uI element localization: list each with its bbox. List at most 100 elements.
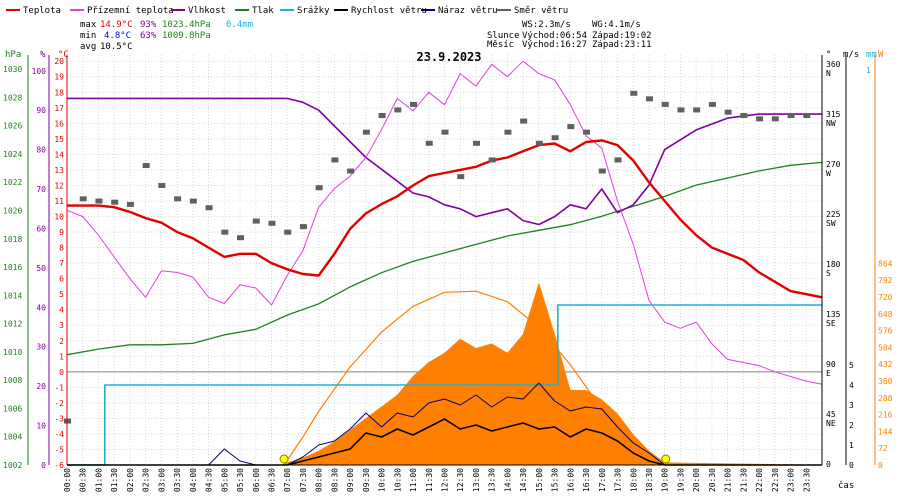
tick-label-hpa: 1024 <box>3 150 22 159</box>
tick-label-ms: 4 <box>849 381 854 390</box>
wind-direction-mark <box>410 101 418 107</box>
tick-label-ms: 3 <box>849 401 854 410</box>
tick-label-ms: 1 <box>849 441 854 450</box>
tick-label-celsius: 18 <box>54 88 64 97</box>
legend-label-prizemni: Přízemní teplota <box>87 6 174 16</box>
tick-labels: 1030102810261024102210201018101610141012… <box>3 57 893 492</box>
axes <box>27 55 876 466</box>
tick-label-time: 11:30 <box>425 468 434 492</box>
tick-label-celsius: 17 <box>54 104 64 113</box>
wind-direction-mark <box>551 135 559 141</box>
tick-label-direction-degree: 225 <box>826 210 841 219</box>
tick-label-mm: 1 <box>866 66 871 75</box>
tick-label-hpa: 1004 <box>3 433 22 442</box>
tick-label-time: 19:30 <box>676 468 685 492</box>
wind-direction-mark <box>457 174 465 180</box>
series-lines <box>66 60 823 466</box>
tick-label-percent: 50 <box>36 264 46 273</box>
tick-label-percent: 70 <box>36 185 46 194</box>
wind-direction-mark <box>630 90 638 96</box>
wind-direction-mark <box>158 183 166 188</box>
tick-label-hpa: 1016 <box>3 263 22 272</box>
tick-label-time: 21:30 <box>739 468 748 492</box>
tick-label-time: 21:00 <box>724 468 733 492</box>
tick-label-hpa: 1028 <box>3 93 22 102</box>
chart-title: 23.9.2023 <box>416 50 481 64</box>
tick-label-time: 13:00 <box>472 468 481 492</box>
tick-label-solar: 144 <box>878 427 893 436</box>
tick-label-solar: 504 <box>878 343 893 352</box>
sun-label: Slunce <box>487 31 520 41</box>
legend-label-teplota: Teplota <box>23 6 61 16</box>
legend-label-vlhkost: Vlhkost <box>188 6 226 16</box>
wind-direction-mark <box>614 157 622 163</box>
tick-label-celsius: 20 <box>54 57 64 66</box>
tick-label-celsius: 0 <box>59 368 64 377</box>
tick-label-time: 12:30 <box>456 468 465 492</box>
tick-label-celsius: -2 <box>54 399 64 408</box>
stats-min-temp: 4.8°C <box>104 31 131 41</box>
tick-label-time: 07:30 <box>299 468 308 492</box>
tick-label-time: 19:00 <box>661 468 670 492</box>
tick-label-time: 13:30 <box>488 468 497 492</box>
tick-label-time: 20:00 <box>692 468 701 492</box>
wind-direction-mark <box>771 116 779 122</box>
tick-label-time: 02:00 <box>126 468 135 492</box>
tick-label-time: 17:00 <box>598 468 607 492</box>
wind-direction-mark <box>645 96 653 102</box>
legend-label-tlak: Tlak <box>252 6 274 16</box>
tick-label-time: 22:30 <box>771 468 780 492</box>
wind-direction-mark <box>693 107 701 113</box>
wind-direction-mark <box>583 129 591 135</box>
tick-label-percent: 0 <box>41 461 46 470</box>
tick-label-celsius: 10 <box>54 213 64 222</box>
axis-label-degree: ° <box>826 50 831 60</box>
series-wind-speed <box>67 418 822 466</box>
x-axis-title: čas <box>838 480 854 491</box>
wind-direction-mark <box>347 168 355 174</box>
tick-label-solar: 432 <box>878 360 893 369</box>
wind-direction-mark <box>221 229 229 235</box>
tick-label-celsius: -1 <box>54 383 64 392</box>
moon-label: Měsíc <box>487 40 514 50</box>
tick-label-hpa: 1018 <box>3 235 22 244</box>
tick-label-hpa: 1002 <box>3 461 22 470</box>
tick-label-celsius: 13 <box>54 166 64 175</box>
tick-label-time: 17:30 <box>614 468 623 492</box>
tick-label-time: 15:30 <box>551 468 560 492</box>
tick-label-solar: 792 <box>878 276 893 285</box>
tick-label-time: 10:30 <box>393 468 402 492</box>
tick-label-time: 12:00 <box>441 468 450 492</box>
tick-label-direction-compass: NE <box>826 419 836 428</box>
series-solar-radiation <box>67 282 823 466</box>
axis-label-w: W <box>878 50 884 60</box>
series-pressure <box>66 161 823 356</box>
wind-direction-mark <box>79 196 87 202</box>
tick-label-time: 23:00 <box>787 468 796 492</box>
wind-direction-mark <box>189 198 197 204</box>
wind-direction-mark <box>740 113 748 118</box>
tick-label-celsius: -4 <box>54 430 64 439</box>
tick-label-time: 10:00 <box>378 468 387 492</box>
tick-label-celsius: 9 <box>59 228 64 237</box>
series-humidity <box>67 97 822 226</box>
stats-rain: 0.4mm <box>226 20 253 30</box>
tick-label-solar: 864 <box>878 259 893 268</box>
tick-label-time: 01:00 <box>94 468 103 492</box>
wind-direction-mark <box>95 198 103 204</box>
tick-label-time: 18:30 <box>645 468 654 492</box>
stats-min-label: min <box>80 31 96 41</box>
tick-label-time: 06:00 <box>252 468 261 492</box>
series-temperature <box>67 139 823 299</box>
tick-label-time: 05:30 <box>236 468 245 492</box>
tick-label-hpa: 1026 <box>3 122 22 131</box>
tick-label-solar: 0 <box>878 461 883 470</box>
wind-direction-mark <box>394 107 402 113</box>
legend-label-srazky: Srážky <box>297 6 330 16</box>
tick-label-celsius: -5 <box>54 445 64 454</box>
tick-label-celsius: -3 <box>54 414 64 423</box>
tick-label-percent: 10 <box>36 422 46 431</box>
wind-direction-mark <box>126 201 134 207</box>
tick-label-direction-compass: E <box>826 369 831 378</box>
tick-label-direction-degree: 45 <box>826 410 836 419</box>
